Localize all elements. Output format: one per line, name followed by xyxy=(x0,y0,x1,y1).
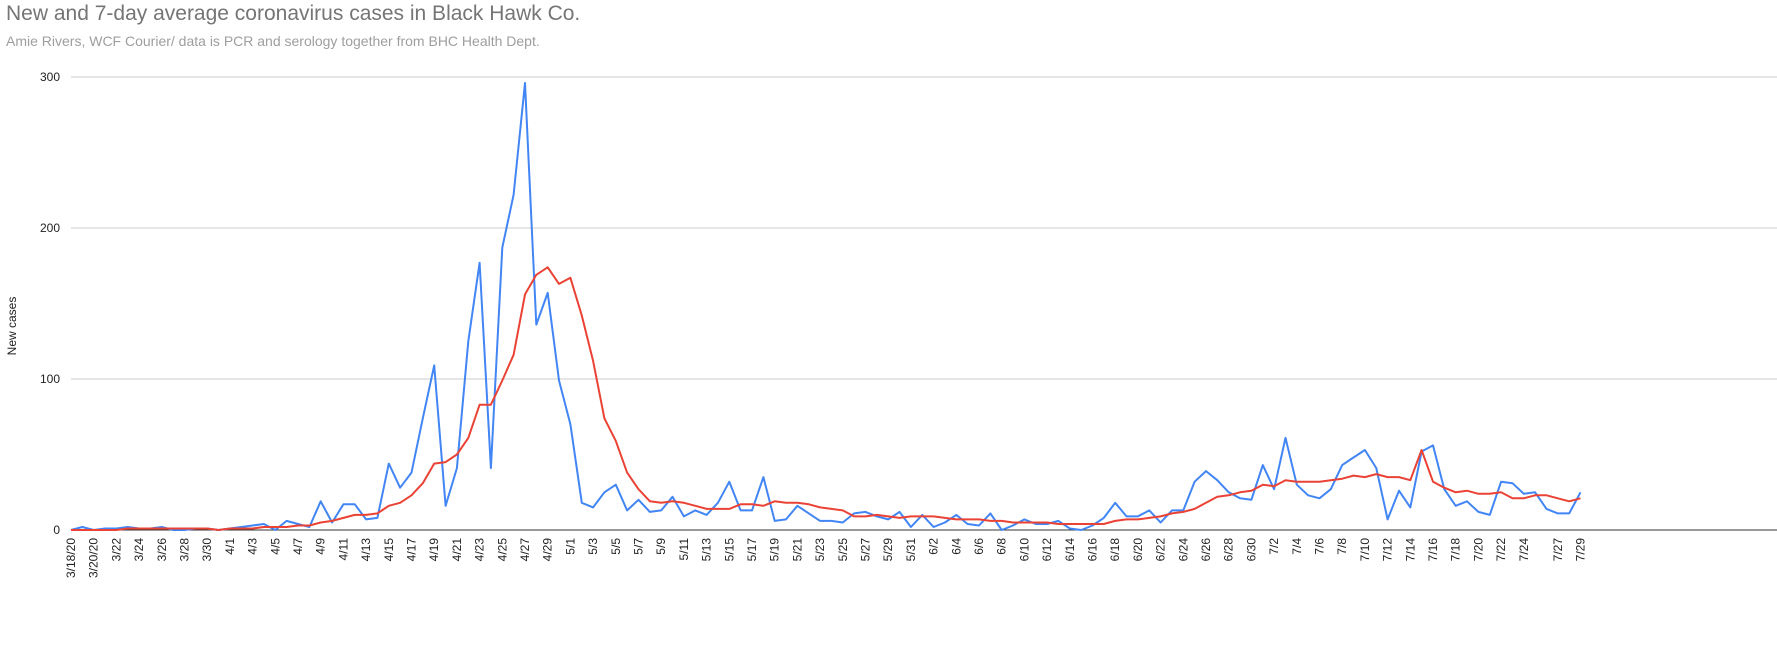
series-line-new-cases xyxy=(70,82,1582,531)
x-tick-label: 6/10 xyxy=(1017,538,1031,562)
x-tick-label: 3/22 xyxy=(109,538,123,562)
x-tick-label: 6/26 xyxy=(1199,538,1213,562)
chart-subtitle: Amie Rivers, WCF Courier/ data is PCR an… xyxy=(6,33,540,49)
x-tick-label: 4/15 xyxy=(382,538,396,562)
x-tick-label: 6/20 xyxy=(1131,538,1145,562)
x-tick-label: 7/8 xyxy=(1335,538,1349,555)
x-tick-label: 4/11 xyxy=(336,538,350,561)
x-tick-label: 6/30 xyxy=(1244,538,1258,562)
x-tick-label: 4/25 xyxy=(495,538,509,562)
gridlines xyxy=(71,76,1777,531)
x-tick-label: 6/12 xyxy=(1040,538,1054,562)
x-tick-label: 6/24 xyxy=(1176,538,1190,562)
x-tick-label: 7/20 xyxy=(1471,538,1485,562)
x-tick-label: 6/4 xyxy=(949,538,963,555)
x-tick-label: 5/23 xyxy=(813,538,827,562)
x-tick-label: 5/13 xyxy=(700,538,714,562)
x-tick-label: 7/18 xyxy=(1449,538,1463,562)
x-tick-label: 7/12 xyxy=(1381,538,1395,562)
x-tick-label: 7/4 xyxy=(1290,538,1304,555)
x-tick-label: 4/27 xyxy=(518,538,532,562)
x-tick-label: 6/14 xyxy=(1063,538,1077,562)
x-tick-label: 7/24 xyxy=(1517,538,1531,562)
series-line-7-day-average xyxy=(71,266,1581,531)
x-tick-label: 4/1 xyxy=(223,538,237,555)
x-tick-label: 3/18/20 xyxy=(64,538,78,578)
x-tick-label: 5/25 xyxy=(836,538,850,562)
x-tick-label: 7/22 xyxy=(1494,538,1508,562)
x-tick-label: 4/9 xyxy=(314,538,328,555)
x-tick-label: 3/24 xyxy=(132,538,146,562)
x-tick-label: 6/28 xyxy=(1222,538,1236,562)
x-tick-label: 4/13 xyxy=(359,538,373,562)
x-tick-label: 5/27 xyxy=(859,538,873,562)
x-tick-label: 7/27 xyxy=(1551,538,1565,562)
x-tick-label: 4/17 xyxy=(405,538,419,562)
x-tick-label: 4/23 xyxy=(473,538,487,562)
x-tick-label: 7/2 xyxy=(1267,538,1281,555)
x-tick-label: 5/29 xyxy=(881,538,895,562)
x-tick-label: 5/5 xyxy=(609,538,623,555)
x-tick-label: 3/26 xyxy=(155,538,169,562)
x-tick-label: 5/31 xyxy=(904,538,918,562)
x-tick-label: 6/2 xyxy=(927,538,941,555)
x-tick-label: 7/29 xyxy=(1574,538,1588,562)
x-tick-label: 6/6 xyxy=(972,538,986,555)
x-tick-label: 5/7 xyxy=(632,538,646,555)
x-tick-label: 5/1 xyxy=(563,538,577,555)
x-tick-label: 6/8 xyxy=(995,538,1009,555)
x-tick-label: 5/11 xyxy=(677,538,691,561)
chart-title: New and 7-day average coronavirus cases … xyxy=(6,2,581,25)
y-tick-label: 100 xyxy=(40,372,60,386)
x-tick-label: 7/16 xyxy=(1426,538,1440,562)
x-tick-label: 3/20/20 xyxy=(87,538,101,578)
x-tick-label: 7/6 xyxy=(1313,538,1327,555)
x-tick-label: 5/9 xyxy=(654,538,668,555)
y-tick-label: 0 xyxy=(53,523,60,537)
x-tick-label: 4/19 xyxy=(427,538,441,562)
x-tick-label: 4/21 xyxy=(450,538,464,562)
x-tick-label: 6/18 xyxy=(1108,538,1122,562)
x-tick-label: 4/29 xyxy=(541,538,555,562)
y-axis-label: New cases xyxy=(5,297,19,356)
x-tick-label: 7/10 xyxy=(1358,538,1372,562)
x-tick-label: 4/3 xyxy=(246,538,260,555)
x-tick-label: 5/19 xyxy=(768,538,782,562)
x-tick-label: 5/15 xyxy=(722,538,736,562)
x-tick-label: 5/17 xyxy=(745,538,759,562)
x-tick-label: 4/5 xyxy=(268,538,282,555)
x-tick-label: 6/16 xyxy=(1086,538,1100,562)
y-tick-label: 200 xyxy=(40,221,60,235)
y-tick-label: 300 xyxy=(40,70,60,84)
x-tick-label: 7/14 xyxy=(1403,538,1417,562)
series-lines xyxy=(70,82,1582,531)
x-tick-label: 4/7 xyxy=(291,538,305,555)
x-tick-label: 5/3 xyxy=(586,538,600,555)
x-axis-ticks: 3/18/20 3/20/20 3/22 3/24 3/26 3/28 3/30 4/1 4/3… xyxy=(64,538,1588,578)
x-tick-label: 3/30 xyxy=(200,538,214,562)
x-tick-label: 5/21 xyxy=(790,538,804,562)
y-axis-ticks: 0 100 200 300 xyxy=(40,70,60,537)
x-tick-label: 6/22 xyxy=(1154,538,1168,562)
x-tick-label: 3/28 xyxy=(178,538,192,562)
